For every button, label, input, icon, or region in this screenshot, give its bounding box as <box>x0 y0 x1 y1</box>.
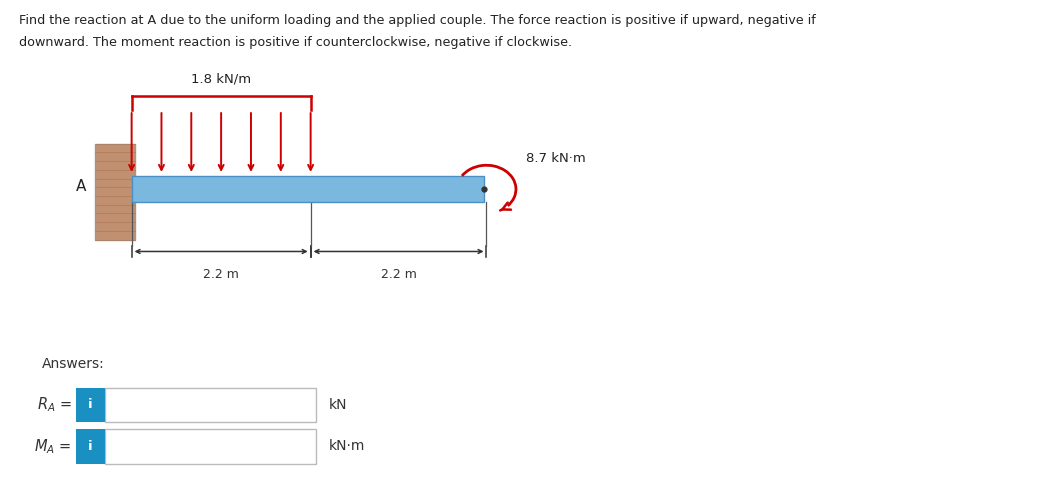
Bar <box>105 388 316 422</box>
Text: downward. The moment reaction is positive if counterclockwise, negative if clock: downward. The moment reaction is positiv… <box>19 36 572 49</box>
Text: Answers:: Answers: <box>42 357 105 371</box>
Text: 2.2 m: 2.2 m <box>380 268 417 281</box>
Bar <box>95 144 135 240</box>
Text: 8.7 kN·m: 8.7 kN·m <box>526 152 587 165</box>
Text: $M_A$ =: $M_A$ = <box>35 437 72 456</box>
Text: A: A <box>76 179 86 194</box>
Bar <box>105 429 316 464</box>
Text: Find the reaction at A due to the uniform loading and the applied couple. The fo: Find the reaction at A due to the unifor… <box>19 14 816 27</box>
Bar <box>76 429 105 464</box>
Text: kN: kN <box>329 398 347 412</box>
Bar <box>132 176 484 203</box>
Text: i: i <box>88 398 93 411</box>
Text: 1.8 kN/m: 1.8 kN/m <box>191 72 252 85</box>
Bar <box>76 388 105 422</box>
Text: 2.2 m: 2.2 m <box>203 268 239 281</box>
Text: i: i <box>88 440 93 453</box>
Text: $R_A$ =: $R_A$ = <box>37 395 72 414</box>
Text: kN·m: kN·m <box>329 439 365 454</box>
